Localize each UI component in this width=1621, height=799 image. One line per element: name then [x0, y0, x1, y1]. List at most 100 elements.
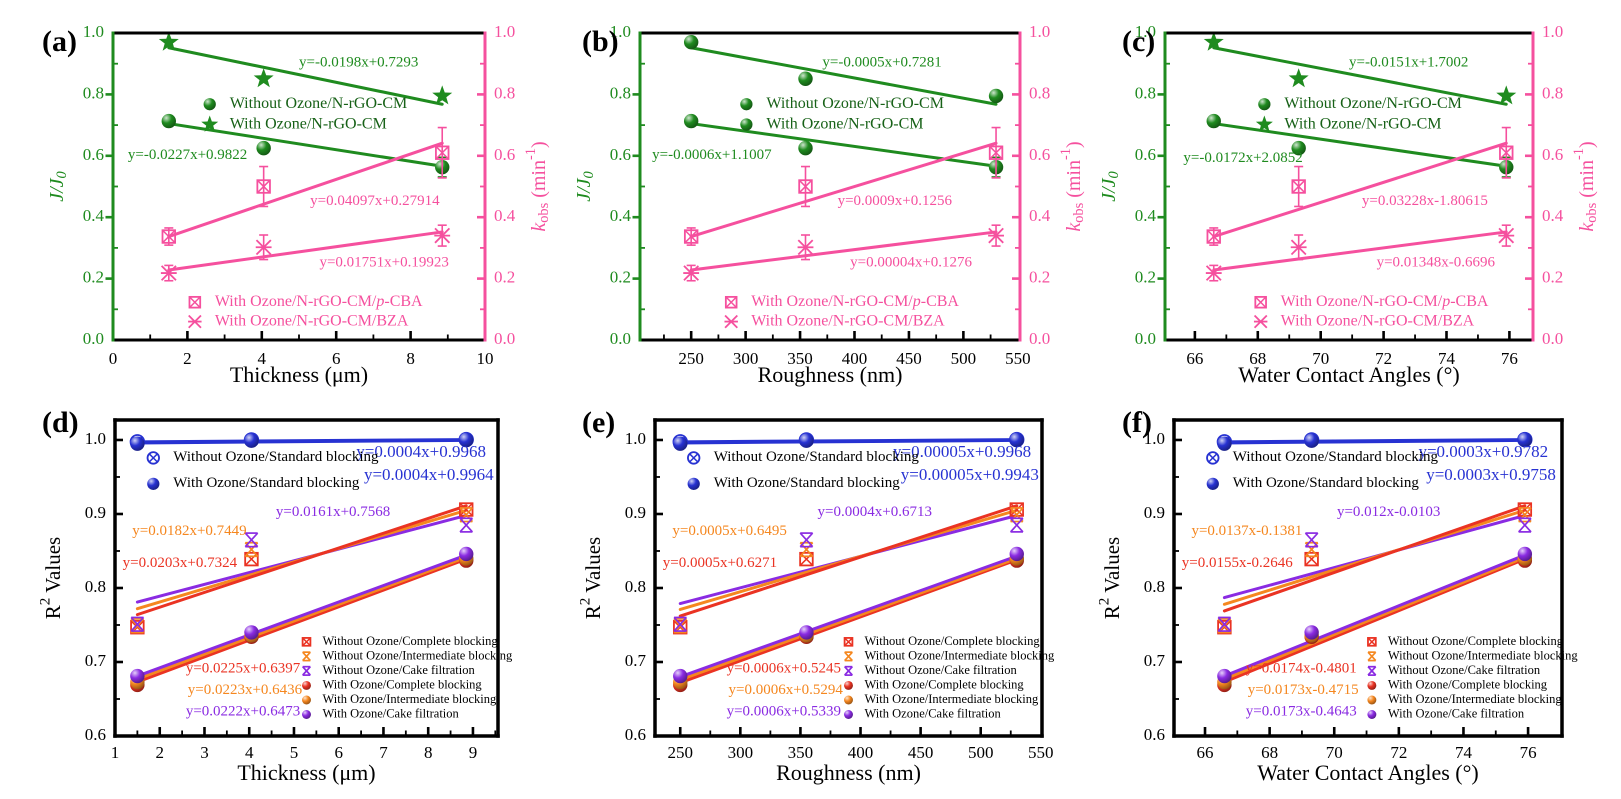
equation-label: y=0.0222x+0.6473	[186, 704, 300, 720]
y2-tick-label: 0.4	[1542, 206, 1564, 225]
fit-line	[1222, 438, 1527, 444]
fit-line	[678, 438, 1019, 444]
legend-label: Without Ozone/Cake filtration	[1388, 663, 1541, 677]
fit-line	[1212, 141, 1508, 239]
panel-letter: (b)	[582, 25, 619, 58]
legend-label: Without Ozone/Intermediate blocking	[1388, 648, 1578, 662]
series-without-ozone-cake-filtration	[673, 517, 1024, 632]
series-with-ozone-n-rgo-cm-p-cba	[161, 126, 450, 246]
y2-tick-label: 0.0	[1029, 329, 1050, 348]
series-without-ozone-cake-filtration	[1217, 517, 1532, 632]
equation-labels: y=0.0003x+0.9782 y=0.0003x+0.9758 y=0.012x…	[1182, 442, 1556, 720]
x-tick-label: 350	[788, 743, 814, 762]
equation-label: y=0.00005x+0.9943	[901, 465, 1039, 484]
series-with-ozone-cake-filtration	[673, 546, 1024, 684]
sphere-marker	[147, 477, 160, 490]
legend-0: Without Ozone/N-rGO-CM With Ozone/N-rGO-C…	[740, 95, 944, 132]
fit-line	[167, 230, 444, 272]
legend-label: Without Ozone/Complete blocking	[1388, 634, 1564, 648]
panel-c-chart: 66 68 70 72 74 76 0.0 0.0 0.2 0.2 0.4 0.4 0.6 0.6 0.8 0…	[1098, 22, 1601, 387]
y2-tick-label: 0.0	[494, 329, 515, 348]
xast-marker	[188, 314, 202, 329]
y2-axis-title: kobs (min-1)	[1058, 141, 1087, 231]
axes-frame	[638, 31, 1022, 342]
fit-line	[1222, 553, 1527, 678]
x-tick-label: 300	[728, 743, 754, 762]
y-tick-label: 0.0	[610, 329, 631, 348]
fit-line	[678, 554, 1019, 679]
legend-label: Without Ozone/N-rGO-CM	[230, 95, 408, 112]
sphere-marker	[130, 668, 145, 684]
fit-line	[1212, 230, 1508, 272]
fit-lines	[1222, 438, 1527, 684]
x-axis-title: Water Contact Angles (°)	[1257, 760, 1478, 785]
star-marker	[1288, 68, 1309, 88]
series-without-ozone-complete-blocking	[673, 502, 1024, 635]
equation-label: y=0.04097x+0.27914	[310, 193, 440, 209]
y2-tick-label: 0.2	[1029, 268, 1050, 287]
y-tick-label: 0.4	[83, 206, 105, 225]
equation-label: y=0.0005x+0.6495	[672, 524, 786, 540]
sphere-marker	[844, 680, 853, 690]
star-marker	[1496, 85, 1517, 105]
equation-label: y=0.0006x+0.5245	[727, 661, 841, 677]
legend-label: Without Ozone/Standard blocking	[714, 449, 920, 465]
x-tick-label: 450	[908, 743, 934, 762]
sphere-marker	[1291, 140, 1306, 156]
y2-tick-label: 0.6	[1029, 145, 1050, 164]
hourglass-marker	[244, 532, 259, 548]
x-axis-title: Thickness (μm)	[237, 760, 375, 785]
x-tick-label: 2	[155, 743, 164, 762]
equation-label: y=0.0203x+0.7324	[123, 555, 238, 571]
equation-label: y=0.0174x-0.4801	[1246, 661, 1357, 677]
panel-letter: (a)	[42, 25, 77, 58]
y-axis-title: R2 Values	[578, 537, 605, 619]
hourglass-marker	[1304, 532, 1319, 548]
y-axis-title: J/J0	[573, 170, 598, 201]
fit-line	[135, 553, 468, 678]
y2-tick-label: 0.6	[494, 145, 515, 164]
sphere-marker	[1217, 668, 1232, 684]
axes-frame	[1172, 418, 1564, 738]
fit-line	[689, 46, 998, 106]
y-tick-label: 0.7	[625, 651, 647, 670]
star-marker	[158, 31, 179, 51]
sphere-marker	[459, 546, 474, 562]
fit-lines	[1212, 46, 1508, 272]
equation-label: y=0.0004x+0.9968	[356, 442, 486, 461]
series-with-ozone-standard-blocking	[1217, 432, 1533, 451]
xast-marker	[1253, 314, 1268, 329]
equation-label: y=0.0004x+0.6713	[818, 505, 932, 521]
y-tick-label: 0.6	[610, 145, 631, 164]
sphere-marker	[1517, 432, 1533, 448]
sphere-marker	[244, 433, 259, 448]
legend-label: Without Ozone/N-rGO-CM	[1284, 95, 1462, 112]
xast-marker	[988, 227, 1004, 244]
y2-tick-label: 0.8	[1542, 83, 1563, 102]
hourglass-marker	[1518, 517, 1532, 533]
y-axis-title: R2 Values	[1097, 537, 1124, 619]
equation-label: y=0.00004x+0.1276	[850, 255, 972, 271]
x-tick-label: 400	[848, 743, 874, 762]
x-tick-label: 8	[406, 349, 415, 368]
fit-line	[135, 555, 468, 681]
hourglass-marker	[302, 665, 311, 676]
series-with-ozone-n-rgo-cm-p-cba	[1206, 126, 1514, 246]
y2-axis-title: kobs (min-1)	[1571, 141, 1600, 231]
y2-tick-label: 1.0	[1542, 22, 1563, 41]
fit-line	[135, 504, 468, 617]
circlex-marker	[687, 451, 701, 465]
equation-labels: y=0.0004x+0.9968 y=0.0004x+0.9964 y=0.0161…	[123, 442, 494, 720]
x-tick-label: 500	[968, 743, 994, 762]
axis-ticks: 66 68 70 72 74 76 0.0 0.0 0.2 0.2 0.4 0.4 0.6 0.6 0.8 0…	[1135, 22, 1564, 368]
legend-label: With Ozone/Standard blocking	[173, 475, 360, 491]
series-with-ozone-n-rgo-cm-p-cba	[683, 126, 1004, 246]
hourglass-marker	[130, 616, 145, 632]
legend-label: Without Ozone/Standard blocking	[173, 449, 379, 465]
squarex-marker	[1206, 229, 1221, 244]
legend-1: With Ozone/N-rGO-CM/p-CBA With Ozone/N-rG…	[1253, 293, 1489, 329]
x-tick-label: 550	[1005, 349, 1031, 368]
equation-label: y=0.01348x-0.6696	[1377, 255, 1496, 271]
